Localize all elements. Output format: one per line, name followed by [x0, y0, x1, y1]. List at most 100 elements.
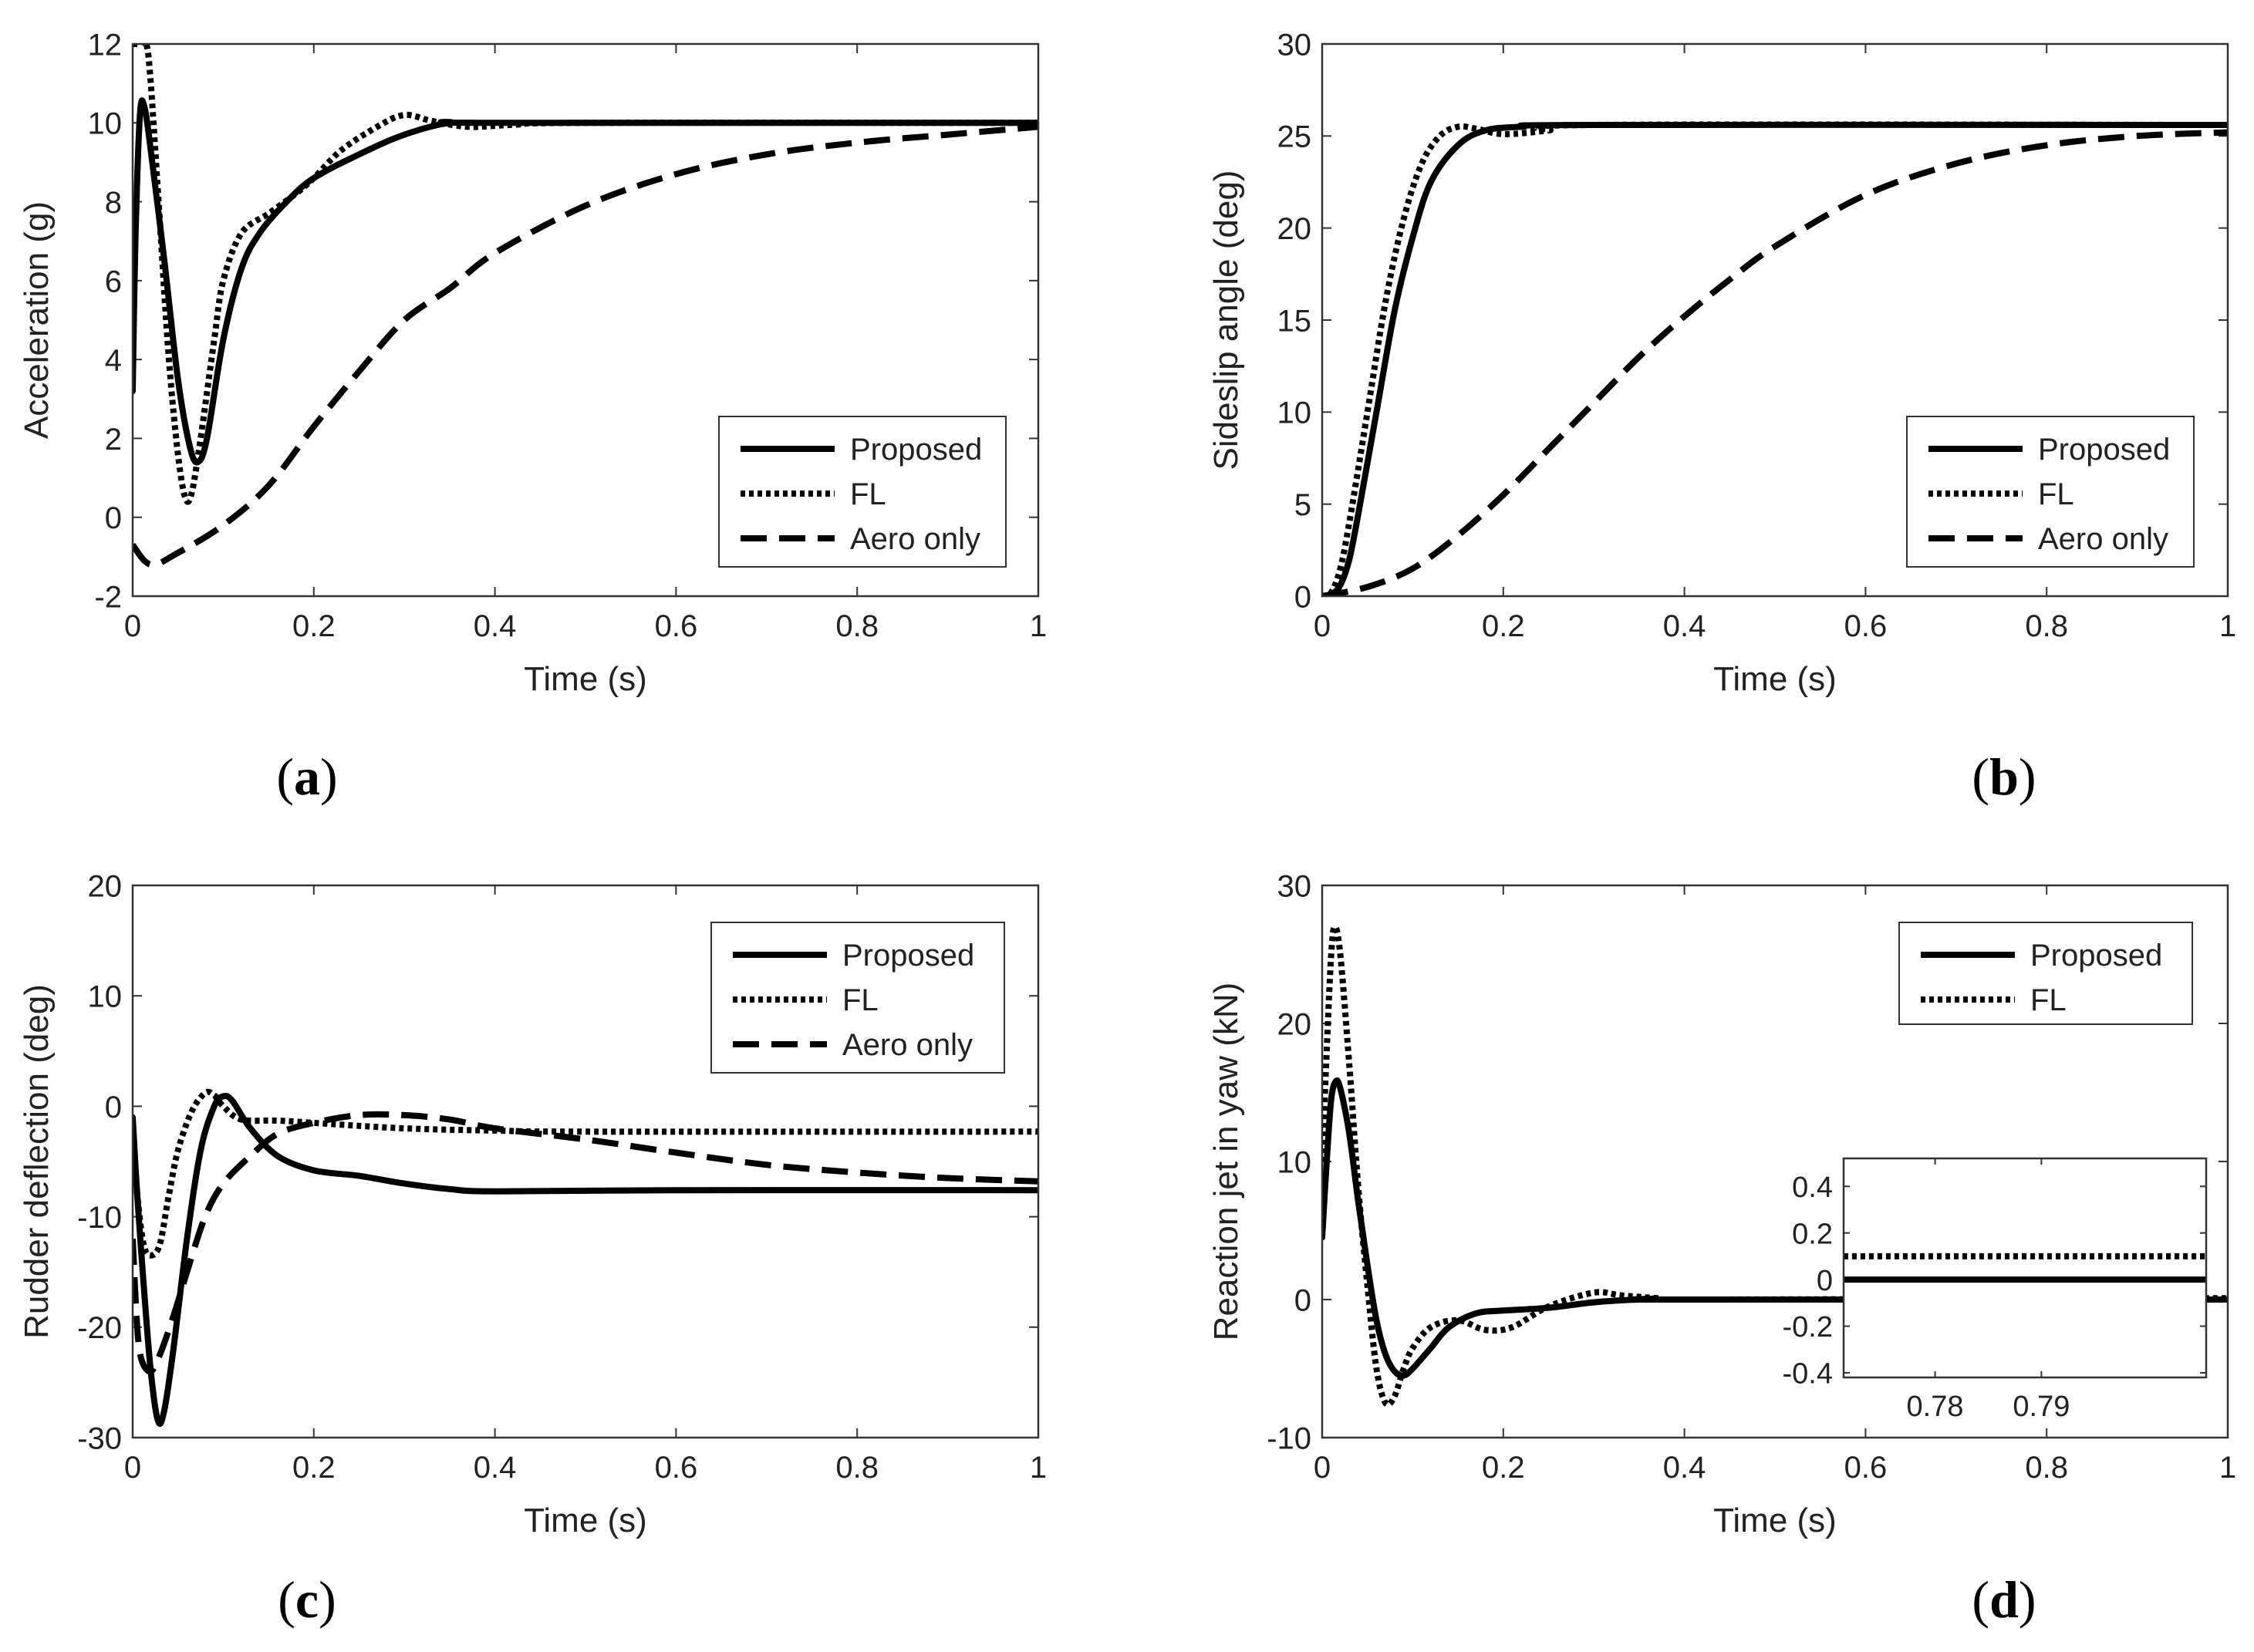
panel-c-x-tick-label: 1 [1030, 1451, 1047, 1485]
panel-a-x-axis-label: Time (s) [524, 660, 647, 698]
panel-d-x-tick-label: 0.6 [1844, 1451, 1888, 1485]
panel-a-y-tick-label: 0 [105, 501, 122, 535]
panel-b-caption: (b) [1972, 747, 2036, 806]
panel-b-x-tick-label: 0.8 [2025, 609, 2068, 643]
panel-b-legend-label-aero: Aero only [2038, 522, 2168, 556]
panel-a-legend-label-proposed: Proposed [850, 433, 982, 467]
panel-d-axes-frame [1321, 884, 2229, 1439]
panel-a-y-tick-label: 2 [105, 423, 122, 457]
panel-d-y-axis-label: Reaction jet in yaw (kN) [1207, 983, 1245, 1341]
panel-c-x-tick-label: 0.2 [292, 1451, 336, 1485]
panel-b-y-tick-label: 10 [1277, 396, 1312, 430]
panel-c-y-axis-label: Rudder deflection (deg) [18, 984, 56, 1339]
panel-b-x-tick-label: 0.4 [1663, 609, 1706, 643]
panel-d-legend-box [1898, 922, 2193, 1025]
panel-d-legend: Proposed FL [1898, 922, 2193, 1025]
panel-b-caption-letter: b [1989, 747, 2019, 806]
panel-c-caption-close-paren: ) [319, 1570, 336, 1629]
panel-b-legend-label-proposed: Proposed [2038, 433, 2170, 467]
panel-a-y-tick-label: 12 [88, 28, 123, 62]
panel-d-inset-plot-area [1844, 1158, 2206, 1377]
panel-c-legend-label-proposed: Proposed [842, 939, 974, 973]
panel-b-y-tick-label: 30 [1277, 28, 1312, 62]
panel-a-x-tick-label: 0.2 [292, 609, 336, 643]
panel-b-y-tick-label: 25 [1277, 120, 1312, 154]
panel-d-inset-y-tick-label: 0 [1817, 1265, 1833, 1297]
panel-a-legend: Proposed FL Aero only [718, 416, 1007, 568]
panel-b-x-axis-label: Time (s) [1713, 660, 1837, 698]
panel-d-caption: (d) [1972, 1570, 2036, 1629]
panel-d-x-tick-label: 0.4 [1663, 1451, 1706, 1485]
panel-a-y-tick-label: 4 [105, 344, 122, 378]
panel-d-inset-x-tick-label: 0.78 [1907, 1391, 1964, 1423]
panel-b-x-tick-label: 0.6 [1844, 609, 1888, 643]
panel-c-series-fl [133, 1088, 1038, 1259]
panel-b-y-tick-label: 15 [1277, 304, 1312, 338]
panel-d-inset: 0.78 0.79 -0.4 -0.2 0 0.2 0.4 [1783, 1157, 2208, 1423]
panel-d-caption-close-paren: ) [2019, 1570, 2036, 1629]
panel-a-x-tick-label: 0.4 [474, 609, 517, 643]
panel-b-y-tick-label: 5 [1294, 488, 1311, 522]
panel-a-y-tick-label: 8 [105, 186, 122, 220]
panel-c-caption-letter: c [295, 1570, 319, 1629]
panel-d-legend-label-fl: FL [2030, 983, 2067, 1017]
panel-d-caption-open-paren: ( [1972, 1570, 1989, 1629]
panel-a-caption: (a) [276, 747, 337, 806]
panel-a-y-tick-label: 10 [88, 107, 123, 141]
panel-d-x-axis-label: Time (s) [1713, 1502, 1837, 1539]
panel-a-series-aero-only [133, 123, 1038, 568]
panel-d-x-tick-label: 0 [1314, 1451, 1331, 1485]
panel-a-caption-close-paren: ) [320, 747, 338, 806]
panel-d-y-tick-label: 10 [1277, 1145, 1312, 1179]
panel-c-y-tick-label: 20 [88, 869, 123, 903]
panel-d-y-tick-label: -10 [1267, 1421, 1311, 1455]
panel-c-x-tick-label: 0.8 [835, 1451, 879, 1485]
panel-a-legend-label-fl: FL [850, 477, 886, 511]
panel-d-inset-y-tick-label: 0.2 [1792, 1218, 1833, 1250]
panel-a-series-fl [133, 44, 1038, 505]
panel-c-y-tick-label: -30 [77, 1421, 122, 1455]
panel-a-y-tick-label: 6 [105, 265, 122, 298]
panel-d-inset-y-tick-label: -0.4 [1783, 1358, 1833, 1391]
panel-b-x-tick-label: 0 [1314, 609, 1331, 643]
panel-a-legend-box [718, 416, 1007, 568]
panel-a-x-tick-label: 0.8 [835, 609, 879, 643]
panel-a-axes-frame [131, 42, 1040, 598]
panel-c-legend: Proposed FL Aero only [710, 922, 1005, 1074]
panel-a-y-tick-label: -2 [94, 580, 122, 614]
panel-c-series-aero-only [133, 1111, 1038, 1375]
panel-c-y-tick-label: -10 [77, 1201, 122, 1235]
panel-d-legend-label-proposed: Proposed [2030, 939, 2162, 973]
panel-a-x-tick-label: 1 [1030, 609, 1047, 643]
panel-c-x-tick-label: 0.6 [655, 1451, 698, 1485]
panel-b-axes-frame [1321, 42, 2229, 598]
panel-d-y-tick-label: 0 [1294, 1283, 1311, 1317]
panel-d-x-tick-label: 0.8 [2025, 1451, 2068, 1485]
panel-a-x-tick-label: 0 [124, 609, 141, 643]
panel-d-caption-letter: d [1989, 1570, 2019, 1629]
panel-b-legend: Proposed FL Aero only [1906, 416, 2195, 568]
panel-d-inset-y-tick-label: -0.2 [1783, 1311, 1833, 1344]
panel-d-inset-frame [1842, 1157, 2208, 1379]
panel-d-inset-y-tick-label: 0.4 [1792, 1172, 1833, 1204]
panel-c-caption-open-paren: ( [278, 1570, 295, 1629]
panel-d-y-tick-label: 30 [1277, 869, 1312, 903]
panel-c-x-tick-label: 0.4 [474, 1451, 517, 1485]
panel-c-y-tick-label: 10 [88, 980, 123, 1014]
panel-b-caption-open-paren: ( [1972, 747, 1989, 806]
panel-c-y-tick-label: -20 [77, 1311, 122, 1345]
panel-c-y-tick-label: 0 [105, 1091, 122, 1124]
panel-b-caption-close-paren: ) [2019, 747, 2036, 806]
panel-c: 0 0.2 0.4 0.6 0.8 1 -30 -20 -10 0 10 20 Time (s) Rudd… [18, 869, 1047, 1629]
panel-d-x-tick-label: 0.2 [1482, 1451, 1525, 1485]
panel-a-x-tick-label: 0.6 [655, 609, 698, 643]
panel-d-series-fl [1322, 923, 2228, 1408]
panel-d-y-tick-label: 20 [1277, 1007, 1312, 1041]
panel-a-caption-open-paren: ( [276, 747, 294, 806]
panel-c-caption: (c) [278, 1570, 336, 1629]
panel-d-inset-x-tick-label: 0.79 [2013, 1391, 2070, 1423]
